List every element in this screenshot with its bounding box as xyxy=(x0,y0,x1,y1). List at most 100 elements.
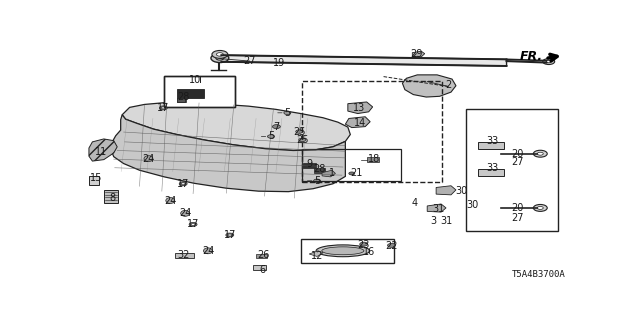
Circle shape xyxy=(189,222,197,227)
Text: 18: 18 xyxy=(367,154,380,164)
Text: 17: 17 xyxy=(223,230,236,240)
Polygon shape xyxy=(221,55,507,66)
Text: 17: 17 xyxy=(187,220,199,229)
Polygon shape xyxy=(111,115,346,192)
Text: 20: 20 xyxy=(511,149,524,159)
Text: 33: 33 xyxy=(486,136,499,146)
Circle shape xyxy=(296,130,303,133)
Text: 14: 14 xyxy=(354,118,366,128)
Text: 30: 30 xyxy=(456,186,468,196)
Circle shape xyxy=(212,51,228,58)
Circle shape xyxy=(547,60,551,63)
Polygon shape xyxy=(348,102,372,114)
Circle shape xyxy=(191,223,195,225)
Text: FR.: FR. xyxy=(520,50,543,63)
Ellipse shape xyxy=(180,210,189,216)
Text: 31: 31 xyxy=(440,216,452,226)
Circle shape xyxy=(284,111,291,115)
Text: 17: 17 xyxy=(157,103,170,113)
Circle shape xyxy=(360,242,368,246)
Polygon shape xyxy=(412,51,425,57)
Text: 5: 5 xyxy=(268,132,274,141)
Bar xyxy=(175,253,194,258)
Text: 15: 15 xyxy=(90,173,102,183)
Circle shape xyxy=(268,135,275,138)
Bar xyxy=(164,76,235,107)
Text: 16: 16 xyxy=(362,247,375,257)
Text: 5: 5 xyxy=(284,108,291,118)
Circle shape xyxy=(228,234,232,236)
Text: 12: 12 xyxy=(311,251,323,261)
Polygon shape xyxy=(122,102,350,150)
Text: 3: 3 xyxy=(430,216,436,226)
Text: 29: 29 xyxy=(410,49,422,59)
Circle shape xyxy=(533,204,547,212)
Bar xyxy=(478,170,504,176)
Text: 25: 25 xyxy=(293,126,305,137)
Bar xyxy=(177,98,186,102)
Polygon shape xyxy=(322,170,335,177)
Bar xyxy=(466,109,557,231)
Circle shape xyxy=(273,124,280,129)
Circle shape xyxy=(216,56,224,60)
Bar xyxy=(253,265,266,270)
Bar xyxy=(177,89,204,98)
Polygon shape xyxy=(309,251,323,256)
Text: 24: 24 xyxy=(202,246,214,256)
Circle shape xyxy=(533,150,547,157)
Text: 28: 28 xyxy=(177,92,189,102)
Text: 21: 21 xyxy=(351,168,363,179)
Bar xyxy=(302,149,401,181)
Circle shape xyxy=(543,59,555,65)
Circle shape xyxy=(314,179,321,182)
Text: 5: 5 xyxy=(314,176,320,186)
Text: 19: 19 xyxy=(273,58,285,68)
Bar xyxy=(478,142,504,149)
Text: 27: 27 xyxy=(511,157,524,167)
Text: 28: 28 xyxy=(313,164,325,174)
Text: T5A4B3700A: T5A4B3700A xyxy=(511,270,565,279)
Bar xyxy=(104,190,118,203)
Bar xyxy=(301,239,394,263)
Text: 13: 13 xyxy=(353,103,365,113)
Ellipse shape xyxy=(322,247,364,255)
Text: 11: 11 xyxy=(95,147,107,157)
Bar xyxy=(303,163,316,169)
Bar xyxy=(367,157,379,162)
Polygon shape xyxy=(428,204,446,212)
Circle shape xyxy=(349,172,355,175)
Circle shape xyxy=(179,182,187,186)
Polygon shape xyxy=(436,186,456,195)
Polygon shape xyxy=(89,139,117,161)
Circle shape xyxy=(226,233,234,237)
Text: 6: 6 xyxy=(259,265,266,275)
Circle shape xyxy=(216,53,223,56)
Polygon shape xyxy=(403,75,456,97)
Ellipse shape xyxy=(144,156,153,162)
Bar xyxy=(177,98,185,102)
Text: 10: 10 xyxy=(189,75,201,85)
Ellipse shape xyxy=(204,248,212,254)
Text: 24: 24 xyxy=(164,196,177,205)
Text: 25: 25 xyxy=(296,135,308,145)
Bar xyxy=(302,81,442,182)
Text: 8: 8 xyxy=(109,193,115,203)
Text: 7: 7 xyxy=(273,122,280,132)
Text: 24: 24 xyxy=(142,154,155,164)
Circle shape xyxy=(299,138,306,142)
Text: 9: 9 xyxy=(306,159,312,169)
Text: 22: 22 xyxy=(385,241,397,251)
Circle shape xyxy=(211,54,229,62)
Ellipse shape xyxy=(316,245,370,257)
Text: 32: 32 xyxy=(177,250,189,260)
Bar xyxy=(256,254,267,258)
Circle shape xyxy=(388,244,396,247)
Text: 24: 24 xyxy=(179,208,191,218)
Circle shape xyxy=(181,183,185,185)
Circle shape xyxy=(161,107,165,109)
Polygon shape xyxy=(346,117,370,128)
Bar xyxy=(164,76,235,107)
Text: 2: 2 xyxy=(445,80,451,90)
Text: 33: 33 xyxy=(486,164,499,173)
Text: 20: 20 xyxy=(511,203,524,213)
